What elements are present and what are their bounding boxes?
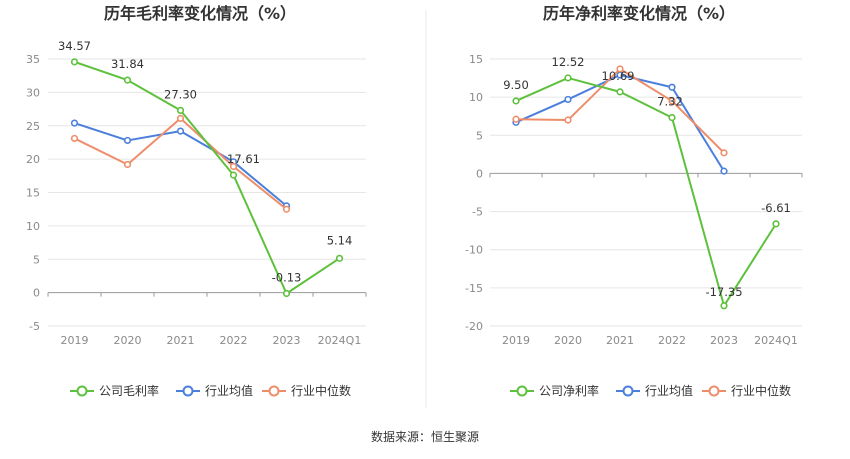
data-label: 17.61 <box>227 152 260 166</box>
chart-title: 历年净利率变化情况（%） <box>543 4 735 23</box>
y-tick-label: 10 <box>26 220 40 233</box>
legend-swatch-marker <box>708 385 720 397</box>
legend-swatch-marker <box>76 385 88 397</box>
series-line <box>74 60 341 295</box>
data-point <box>564 116 572 124</box>
y-tick-label: 15 <box>469 53 483 66</box>
data-point <box>512 97 520 105</box>
data-point <box>70 119 79 127</box>
data-point <box>668 97 676 105</box>
gross-margin-chart: 历年毛利率变化情况（%） 35 30 25 20 15 10 5 0 -5 2019 2020 2021… <box>26 4 367 398</box>
data-label: 31.84 <box>111 57 144 71</box>
legend-label: 行业均值 <box>645 383 693 398</box>
data-point <box>123 160 132 169</box>
data-point <box>720 302 728 310</box>
data-point <box>229 171 238 179</box>
legend-label: 公司毛利率 <box>99 383 159 398</box>
y-tick-label: 35 <box>26 53 40 66</box>
y-tick-label: 15 <box>26 187 40 200</box>
data-point <box>564 74 572 82</box>
data-point <box>176 127 185 135</box>
x-tick-label: 2020 <box>554 334 582 347</box>
y-tick-label: 5 <box>476 129 483 142</box>
x-tick-label: 2019 <box>502 334 530 347</box>
data-point <box>123 76 132 84</box>
x-tick-label: 2024Q1 <box>754 334 798 347</box>
legend-label: 行业中位数 <box>731 383 791 398</box>
data-point <box>668 83 676 91</box>
y-tick-label: 0 <box>33 287 40 300</box>
data-point <box>123 136 132 145</box>
y-tick-label: -20 <box>465 320 483 333</box>
x-tick-label: 2024Q1 <box>318 334 362 347</box>
y-tick-label: 0 <box>476 167 483 180</box>
data-point <box>176 114 185 123</box>
x-tick-label: 2023 <box>273 334 301 347</box>
data-label: 27.30 <box>164 87 197 101</box>
data-point <box>720 149 728 157</box>
x-tick-label: 2021 <box>167 334 195 347</box>
x-tick-label: 2022 <box>220 334 248 347</box>
y-tick-label: -15 <box>465 282 483 295</box>
data-source-note: 数据来源：恒生聚源 <box>370 430 479 444</box>
x-tick-label: 2022 <box>658 334 686 347</box>
data-point <box>335 254 344 262</box>
legend-swatch-marker <box>182 385 194 397</box>
legend-swatch-marker <box>516 385 528 397</box>
data-point <box>616 65 624 73</box>
data-label: 5.14 <box>327 233 353 247</box>
data-point <box>772 220 780 228</box>
net-margin-chart: 历年净利率变化情况（%） 15 10 5 0 -5 -10 -15 -20 2019 2020 202… <box>465 4 803 398</box>
legend-swatch-marker <box>268 385 280 397</box>
y-tick-label: 25 <box>26 120 40 133</box>
data-point <box>70 134 79 143</box>
y-tick-label: 30 <box>26 86 40 99</box>
data-point <box>282 289 291 298</box>
data-point <box>229 162 238 171</box>
data-label: 12.52 <box>552 55 585 69</box>
data-point <box>668 113 676 122</box>
data-label: -17.35 <box>705 285 742 299</box>
x-tick-label: 2019 <box>61 334 89 347</box>
y-tick-label: -5 <box>472 206 483 219</box>
y-tick-label: -10 <box>465 244 483 257</box>
data-label: -0.13 <box>272 270 302 284</box>
x-tick-label: 2023 <box>710 334 738 347</box>
y-tick-label: 20 <box>26 153 40 166</box>
y-tick-label: 5 <box>33 253 40 266</box>
data-label: 9.50 <box>503 78 529 92</box>
legend-label: 行业中位数 <box>291 383 351 398</box>
data-point <box>70 58 79 66</box>
data-point <box>720 167 728 175</box>
data-point <box>176 106 185 114</box>
data-label: 10.69 <box>602 69 635 83</box>
y-tick-label: -5 <box>29 320 40 333</box>
y-tick-label: 10 <box>469 91 483 104</box>
x-tick-label: 2021 <box>606 334 634 347</box>
legend-label: 行业均值 <box>205 383 253 398</box>
data-point <box>564 95 572 104</box>
data-point <box>616 88 624 96</box>
series-line <box>515 76 777 307</box>
data-point <box>282 205 291 213</box>
legend-label: 公司净利率 <box>539 383 599 398</box>
data-label: 34.57 <box>58 39 91 53</box>
data-point <box>512 115 520 123</box>
legend-swatch-marker <box>622 385 634 397</box>
data-label: 7.32 <box>657 95 683 109</box>
x-tick-label: 2020 <box>114 334 142 347</box>
data-label: -6.61 <box>761 201 791 215</box>
chart-title: 历年毛利率变化情况（%） <box>104 4 296 23</box>
